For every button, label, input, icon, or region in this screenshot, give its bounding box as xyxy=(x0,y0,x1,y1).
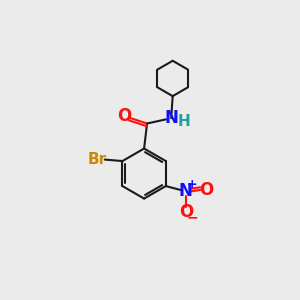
Text: O: O xyxy=(179,203,193,221)
Text: N: N xyxy=(179,182,193,200)
Text: Br: Br xyxy=(87,152,106,167)
Text: +: + xyxy=(186,178,197,191)
Text: O: O xyxy=(199,181,213,199)
Text: N: N xyxy=(164,109,178,127)
Text: H: H xyxy=(177,114,190,129)
Text: −: − xyxy=(187,210,198,224)
Text: O: O xyxy=(117,107,131,125)
